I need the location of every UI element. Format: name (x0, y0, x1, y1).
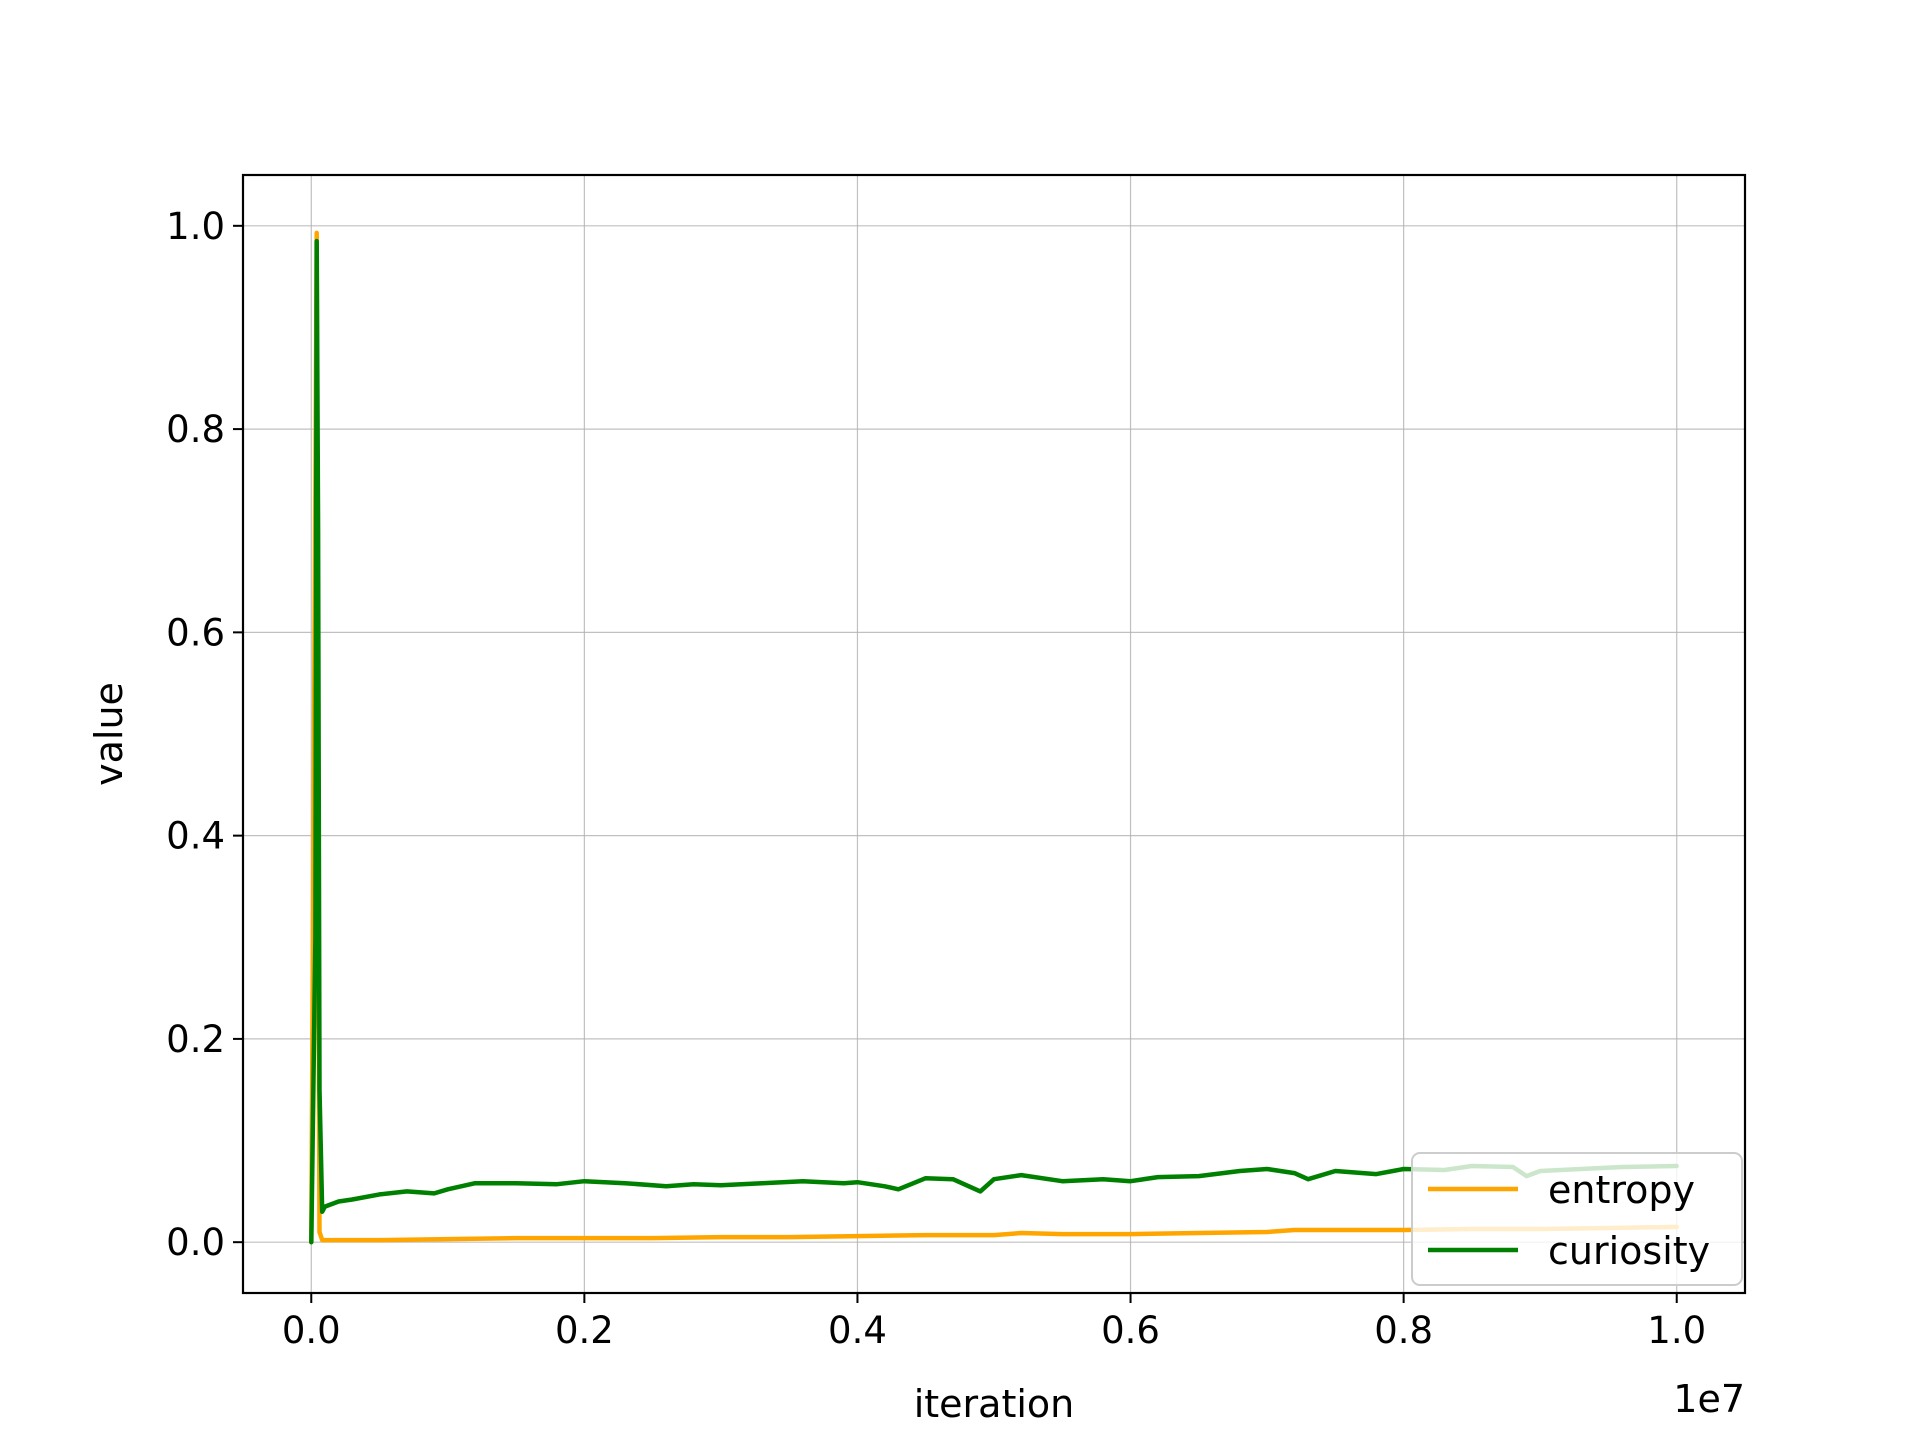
x-axis-ticks: 0.0 0.2 0.4 0.6 0.8 1.0 (282, 1293, 1706, 1352)
grid-lines (243, 175, 1745, 1293)
legend: entropy curiosity (1411, 1152, 1743, 1286)
y-tick-label: 1.0 (166, 205, 225, 248)
y-axis-label: value (87, 682, 131, 786)
series-layer (309, 230, 1679, 1245)
x-tick-label: 0.4 (828, 1309, 887, 1352)
x-tick-label: 0.0 (282, 1309, 341, 1352)
plot-frame (241, 173, 1747, 1295)
y-tick-label: 0.8 (166, 408, 225, 451)
y-axis-ticks: 0.0 0.2 0.4 0.6 0.8 1.0 (166, 205, 243, 1264)
x-axis-label: iteration (914, 1382, 1075, 1426)
x-tick-label: 0.2 (555, 1309, 614, 1352)
y-tick-label: 0.4 (166, 815, 225, 858)
x-tick-label: 0.8 (1374, 1309, 1433, 1352)
series-line-entropy (309, 230, 1679, 1245)
y-tick-label: 0.6 (166, 611, 225, 654)
y-tick-label: 0.2 (166, 1018, 225, 1061)
x-axis-offset-label: 1e7 (1673, 1377, 1745, 1421)
y-tick-label: 0.0 (166, 1221, 225, 1264)
series-line-curiosity (309, 238, 1679, 1245)
legend-label-curiosity: curiosity (1548, 1229, 1710, 1273)
legend-label-entropy: entropy (1548, 1168, 1695, 1212)
x-tick-label: 0.6 (1101, 1309, 1160, 1352)
x-tick-label: 1.0 (1647, 1309, 1706, 1352)
